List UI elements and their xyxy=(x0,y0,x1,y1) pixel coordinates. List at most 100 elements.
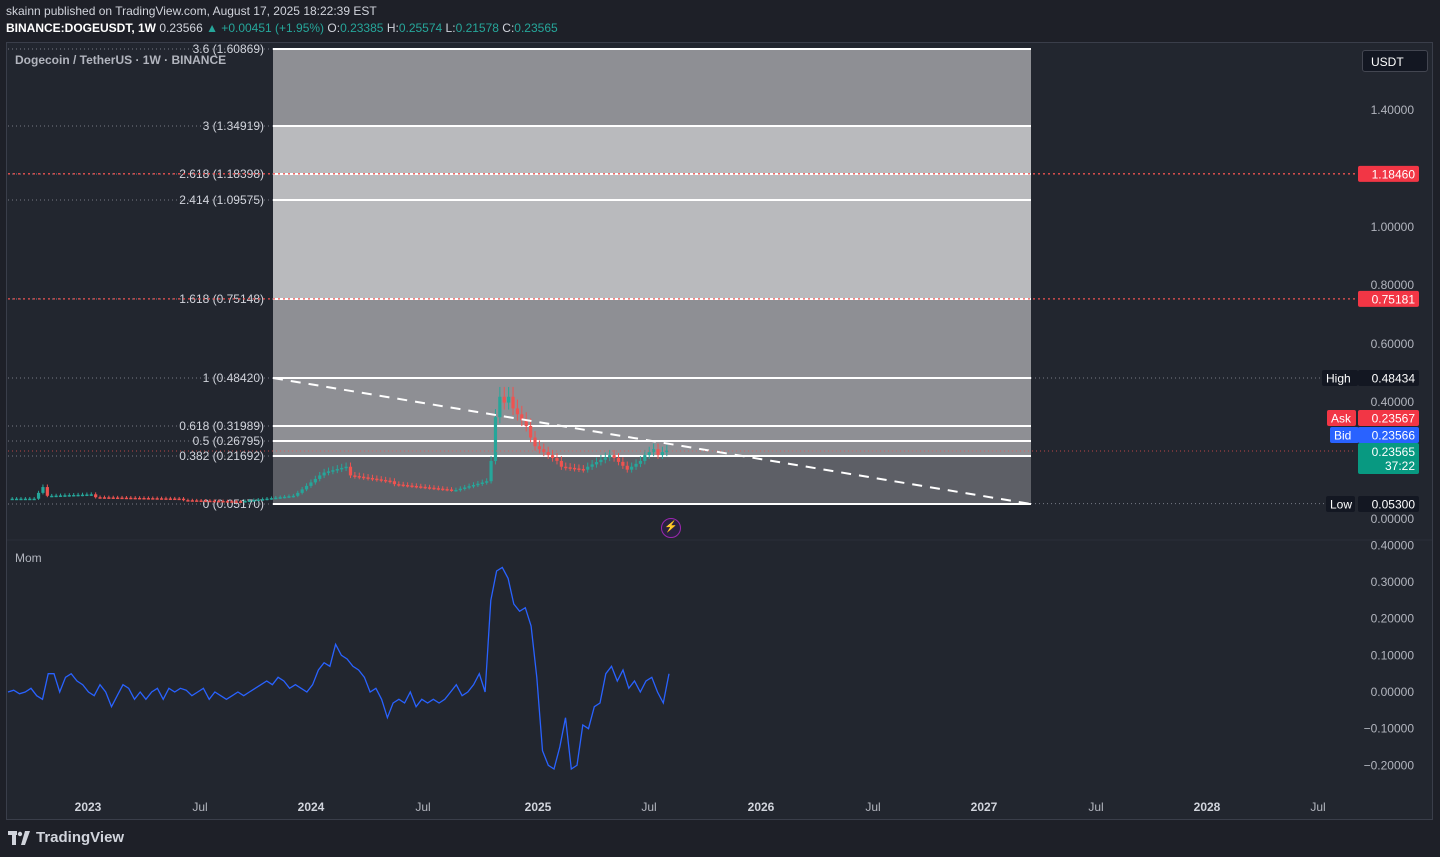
fib-zone xyxy=(273,299,1031,378)
candle-body xyxy=(98,497,102,499)
momentum-tick: 0.00000 xyxy=(1371,685,1415,699)
candle-body xyxy=(388,480,392,483)
candle-body xyxy=(546,452,550,456)
ask-value-label: 0.23567 xyxy=(1372,412,1416,426)
candle-body xyxy=(300,489,304,493)
high-marker-tag xyxy=(1322,370,1358,386)
candle-body xyxy=(142,497,146,500)
candle-body xyxy=(318,475,322,479)
candle-body xyxy=(102,497,107,499)
candle-body xyxy=(256,499,260,502)
candle-body xyxy=(304,485,309,490)
price-tick: 0.00000 xyxy=(1371,512,1415,526)
candle-body xyxy=(282,496,287,499)
fib-zone xyxy=(273,426,1031,441)
currency-button[interactable]: USDT xyxy=(1362,50,1428,72)
candle-body xyxy=(498,396,502,418)
candle-body xyxy=(67,495,71,497)
candle-body xyxy=(665,450,669,453)
fib-label: 3 (1.34919) xyxy=(203,119,264,133)
fib-label: 1 (0.48420) xyxy=(203,371,264,385)
candle-body xyxy=(392,481,397,485)
candle-body xyxy=(45,487,49,496)
candle-body xyxy=(480,482,484,484)
candle-body xyxy=(287,496,291,498)
candle-body xyxy=(230,501,234,503)
bid-marker-tag xyxy=(1330,427,1359,443)
time-tick: 2028 xyxy=(1194,800,1221,814)
candle-body xyxy=(199,500,203,502)
candle-body xyxy=(647,452,651,456)
price-tick: 0.40000 xyxy=(1371,395,1415,409)
symbol-line: BINANCE:DOGEUSDT, 1W 0.23566 ▲ +0.00451 … xyxy=(6,21,558,35)
fib-label: 3.6 (1.60869) xyxy=(193,42,264,56)
candle-body xyxy=(529,425,533,438)
candle-body xyxy=(269,498,273,500)
bolt-icon[interactable]: ⚡ xyxy=(661,518,681,538)
candle-body xyxy=(616,458,621,462)
bid-value-tag xyxy=(1358,427,1419,443)
candle-body xyxy=(550,455,555,459)
candle-body xyxy=(572,467,577,470)
candle-body xyxy=(208,500,212,503)
fib-zone xyxy=(273,378,1031,426)
candle-body xyxy=(313,478,317,483)
candle-body xyxy=(436,488,440,490)
candle-body xyxy=(261,499,265,501)
candle-body xyxy=(23,498,27,501)
high-value: 0.25574 xyxy=(398,21,443,35)
publish-line: skainn published on TradingView.com, Aug… xyxy=(6,4,377,18)
candle-body xyxy=(660,452,665,456)
tradingview-brand[interactable]: TradingView xyxy=(8,829,124,846)
momentum-label: Mom xyxy=(15,551,42,565)
ask-value-tag xyxy=(1358,410,1419,426)
candle-body xyxy=(638,460,643,464)
momentum-tick: 0.40000 xyxy=(1371,538,1415,552)
candle-body xyxy=(247,500,252,503)
fib-zone xyxy=(273,174,1031,200)
candle-body xyxy=(80,494,85,497)
symbol[interactable]: BINANCE:DOGEUSDT, 1W xyxy=(6,21,157,35)
open-value: 0.23385 xyxy=(340,21,384,35)
price-tick: 1.40000 xyxy=(1371,103,1415,117)
candle-body xyxy=(76,494,80,497)
candle-body xyxy=(485,481,489,483)
candle-body xyxy=(120,497,124,500)
ask-marker-label: Ask xyxy=(1331,412,1352,426)
alert-price-label: 1.18460 xyxy=(1372,167,1416,181)
candle-body xyxy=(234,501,238,503)
candle-body xyxy=(370,478,375,480)
low-value-label: 0.05300 xyxy=(1372,498,1416,512)
price-tick: 1.00000 xyxy=(1371,220,1415,234)
candle-body xyxy=(489,460,493,482)
candle-body xyxy=(379,479,383,481)
candle-body xyxy=(507,396,511,403)
candle-body xyxy=(397,484,401,486)
candle-body xyxy=(419,486,423,488)
candle-body xyxy=(225,501,230,503)
candle-body xyxy=(89,494,93,496)
candle-body xyxy=(568,467,572,469)
high-value-tag xyxy=(1358,370,1419,386)
candle-body xyxy=(612,455,616,459)
time-tick: 2025 xyxy=(525,800,552,814)
candle-body xyxy=(586,466,590,470)
candle-body xyxy=(414,485,418,488)
candle-body xyxy=(594,462,599,465)
candle-body xyxy=(265,498,269,501)
candle-body xyxy=(493,417,498,461)
candle-body xyxy=(146,498,150,500)
candle-body xyxy=(107,497,111,499)
candle-body xyxy=(344,466,348,469)
candle-body xyxy=(168,498,172,500)
candle-body xyxy=(423,486,427,489)
candle-body xyxy=(652,449,656,453)
low-marker-label: Low xyxy=(1330,498,1352,512)
candle-body xyxy=(41,487,45,493)
tradingview-logo-icon xyxy=(8,830,30,845)
candle-body xyxy=(603,457,607,460)
candle-body xyxy=(274,497,278,500)
candle-body xyxy=(524,420,528,426)
time-tick: Jul xyxy=(641,800,656,814)
